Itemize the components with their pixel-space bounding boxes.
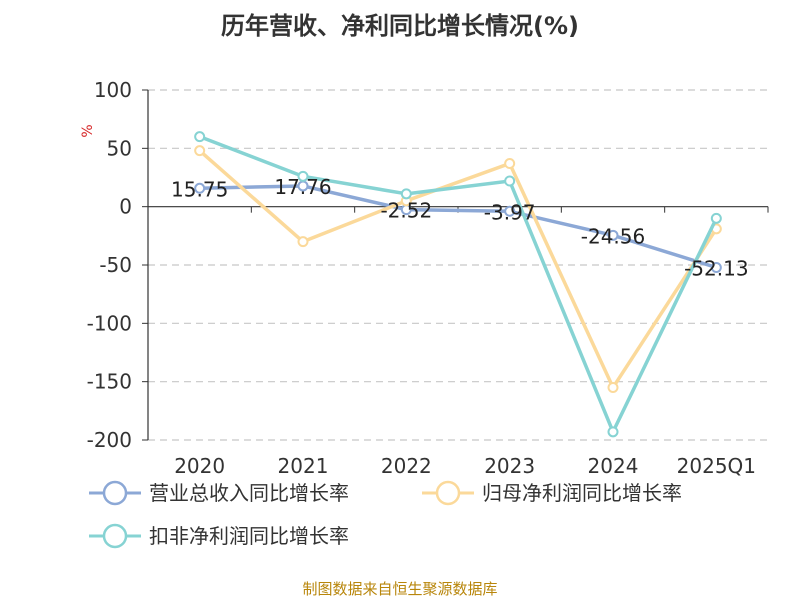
data-point bbox=[504, 158, 516, 169]
series-line-2 bbox=[198, 149, 718, 390]
data-point bbox=[710, 261, 722, 273]
y-tick-label: -100 bbox=[87, 311, 132, 335]
legend-marker[interactable] bbox=[102, 480, 128, 506]
y-tick-label: -200 bbox=[87, 428, 132, 452]
x-tick-label: 2020 bbox=[174, 454, 225, 478]
data-point bbox=[607, 382, 619, 393]
data-label: 17.76 bbox=[274, 175, 331, 199]
y-tick-label: 100 bbox=[94, 78, 132, 102]
data-point bbox=[400, 188, 412, 200]
series-line-3 bbox=[199, 135, 718, 434]
legend-label[interactable]: 归母净利润同比增长率 bbox=[482, 481, 682, 505]
series-line-1 bbox=[199, 184, 717, 270]
data-point bbox=[504, 175, 516, 187]
y-tick-label: -150 bbox=[87, 370, 132, 394]
data-point bbox=[607, 229, 619, 241]
data-point bbox=[194, 131, 206, 143]
y-tick-label: 50 bbox=[107, 136, 132, 160]
data-point bbox=[297, 170, 309, 182]
x-tick-label: 2025Q1 bbox=[677, 454, 756, 478]
data-label: -24.56 bbox=[581, 224, 645, 248]
data-point bbox=[194, 182, 206, 194]
legend-marker[interactable] bbox=[102, 523, 128, 549]
legend-label[interactable]: 扣非净利润同比增长率 bbox=[149, 524, 349, 548]
data-label: -52.13 bbox=[684, 256, 748, 280]
data-point bbox=[297, 236, 309, 248]
data-point bbox=[504, 205, 516, 217]
x-tick-label: 2021 bbox=[278, 454, 329, 478]
y-tick-label: -50 bbox=[99, 253, 132, 277]
data-label: -3.97 bbox=[484, 200, 536, 224]
x-tick-label: 2023 bbox=[484, 454, 535, 478]
legend-marker[interactable] bbox=[435, 480, 461, 506]
chart-title: 历年营收、净利同比增长情况(%) bbox=[221, 12, 579, 40]
legend-label[interactable]: 营业总收入同比增长率 bbox=[149, 481, 349, 505]
data-point bbox=[607, 426, 619, 438]
y-axis-label: % bbox=[80, 124, 96, 137]
source-note: 制图数据来自恒生聚源数据库 bbox=[302, 580, 498, 598]
x-tick-label: 2024 bbox=[588, 454, 639, 478]
data-label: -2.52 bbox=[380, 199, 432, 223]
data-label: 15.75 bbox=[171, 177, 228, 201]
y-tick-label: 0 bbox=[119, 195, 132, 219]
data-point bbox=[194, 145, 206, 157]
data-point bbox=[710, 212, 722, 224]
x-tick-label: 2022 bbox=[381, 454, 432, 478]
